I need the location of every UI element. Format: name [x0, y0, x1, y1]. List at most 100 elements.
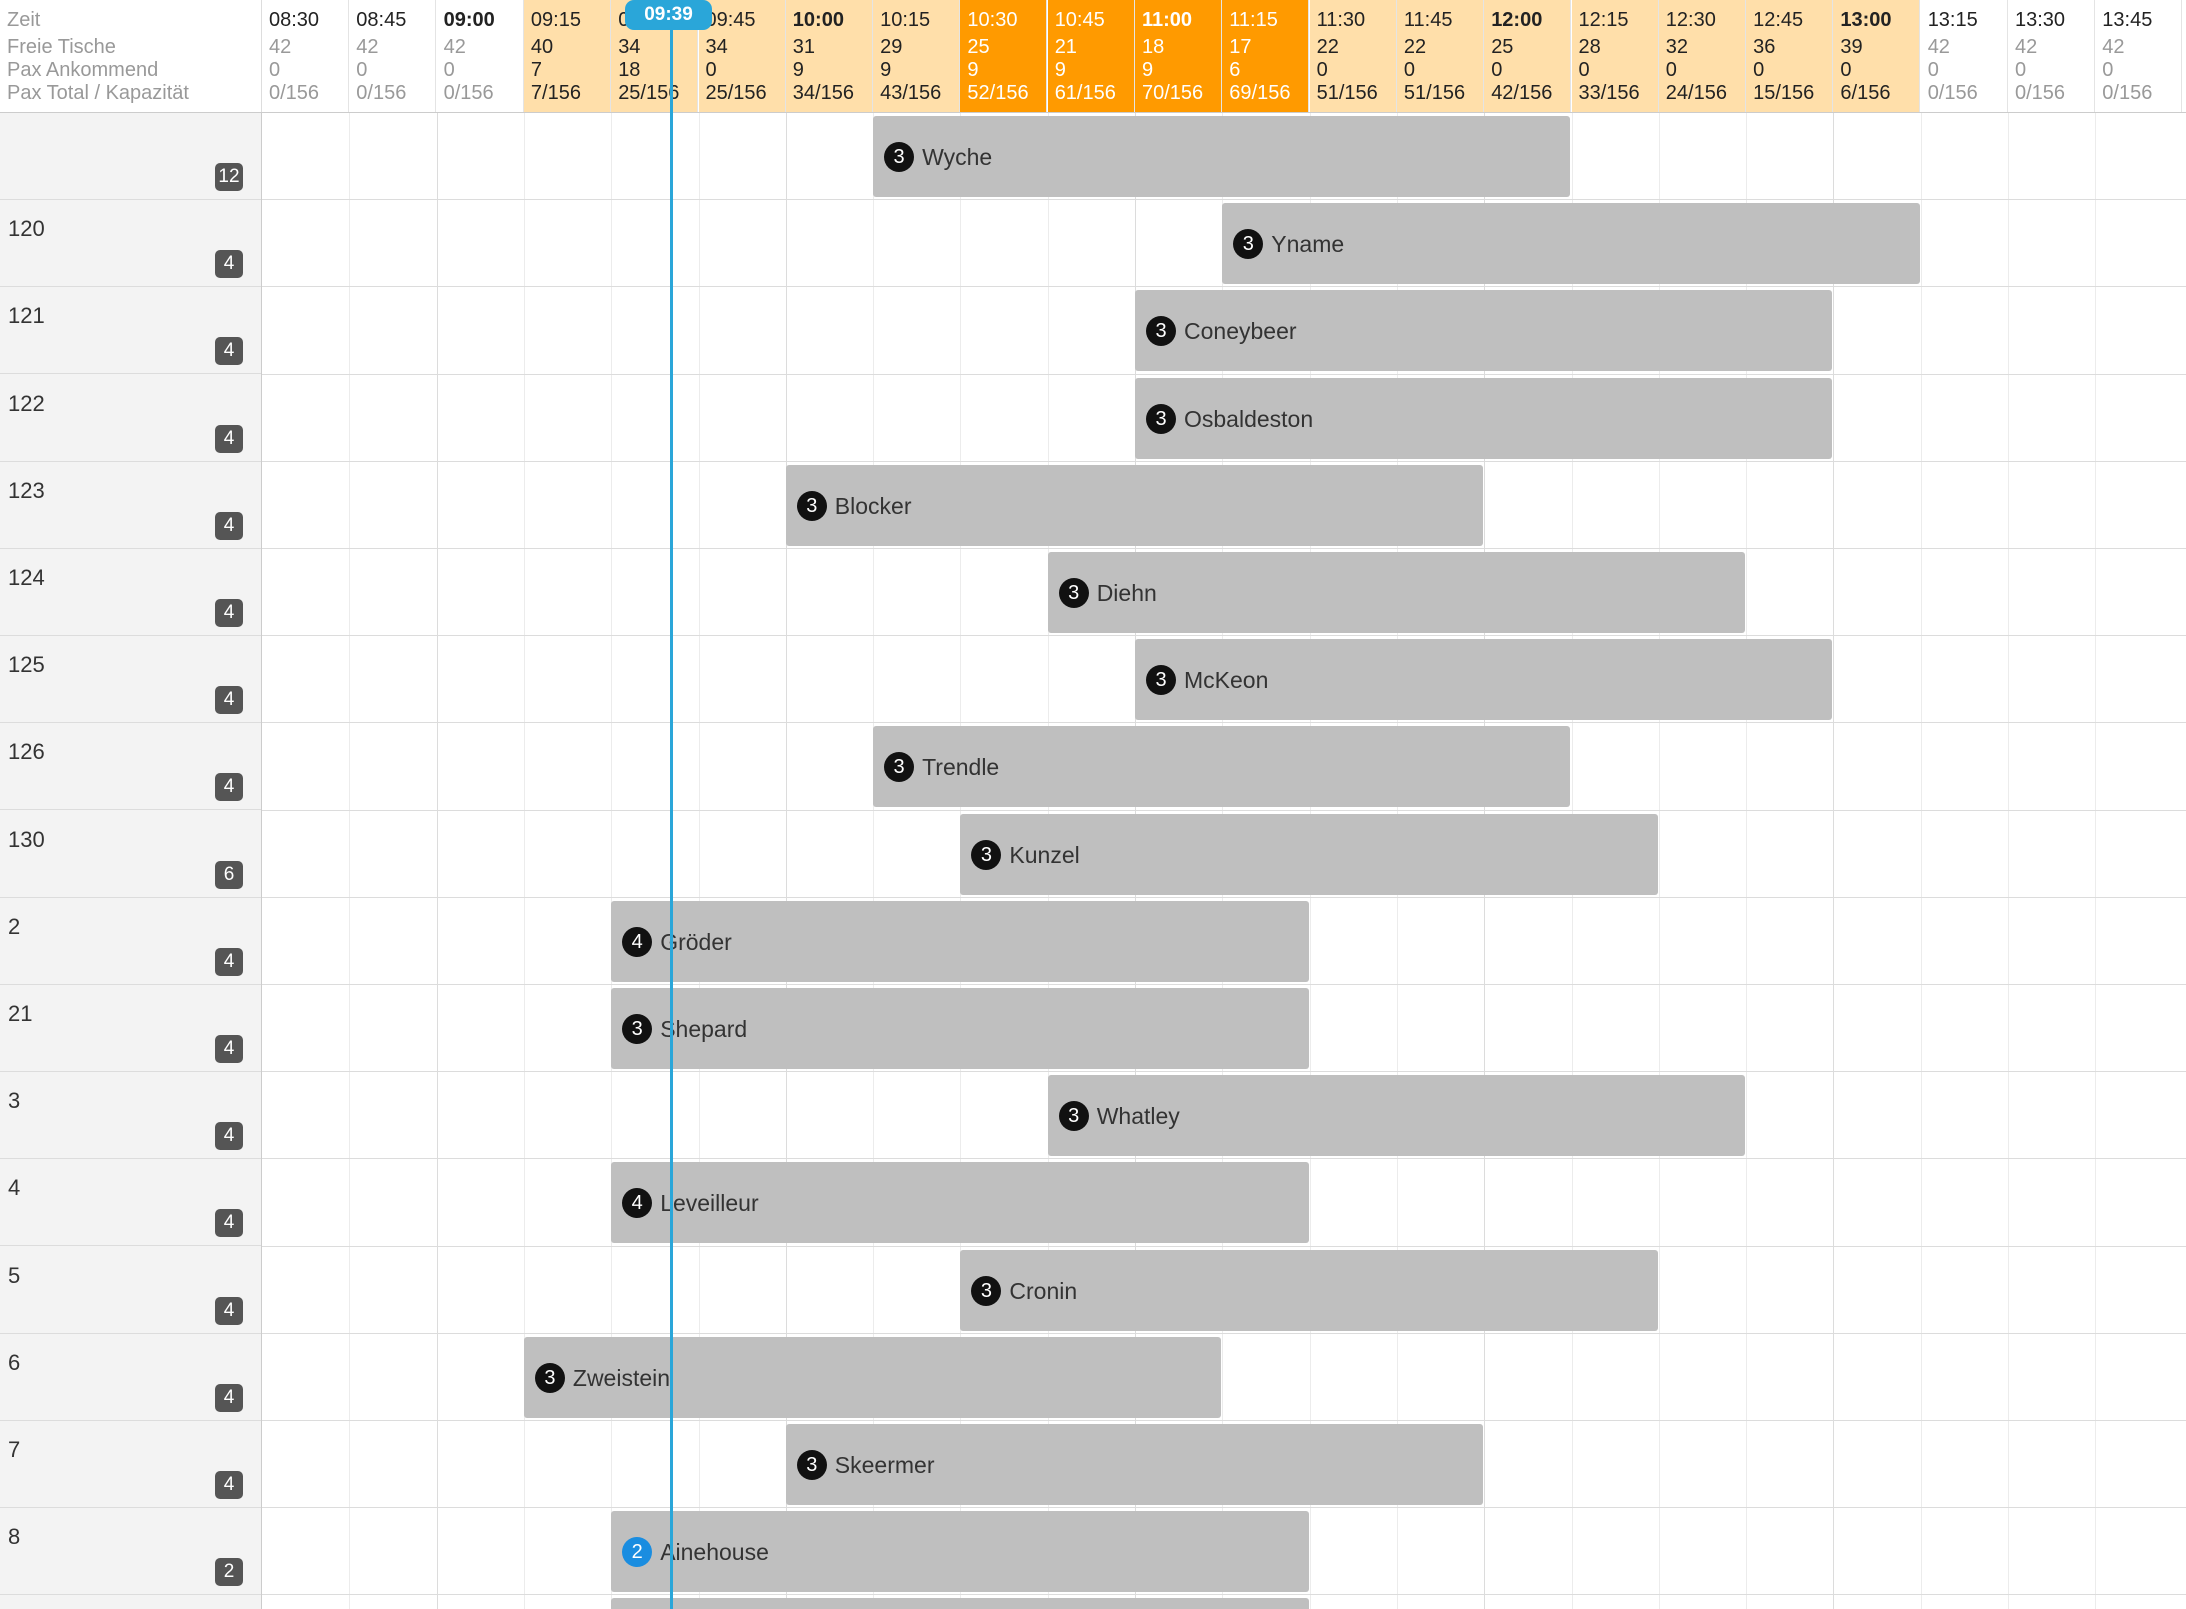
table-row[interactable]: 122 4 — [0, 375, 261, 462]
slot-arriving: 0 — [1840, 59, 1852, 81]
grid-row-line — [262, 548, 2186, 549]
slot-time: 09:15 — [530, 9, 581, 31]
time-slot-1115: 11:15 17 6 69/156 — [1222, 0, 1310, 112]
guest-count-badge: 3 — [1146, 316, 1176, 347]
guest-name: Shepard — [660, 1016, 748, 1042]
table-row[interactable]: 21 4 — [0, 985, 261, 1072]
slot-free: 42 — [2015, 36, 2038, 58]
table-list: 12 120 4 121 4 122 4 123 4 124 4 125 4 126 4 130 6 2 4 21 4 3… — [0, 113, 262, 1609]
reservation-block[interactable]: 4 Gröder — [611, 900, 1309, 982]
table-number: 6 — [8, 1349, 21, 1375]
guest-count-badge: 3 — [796, 490, 827, 521]
table-capacity-badge: 4 — [215, 947, 243, 976]
grid-column-line — [2008, 113, 2009, 1609]
guest-count-badge: 4 — [622, 1188, 653, 1219]
slot-free: 21 — [1054, 36, 1077, 58]
table-number: 4 — [8, 1175, 21, 1201]
table-number: 124 — [8, 565, 45, 590]
table-capacity-badge: 4 — [215, 1296, 243, 1325]
reservation-block[interactable]: 3 Wyche — [873, 116, 1571, 197]
table-row[interactable]: 126 4 — [0, 723, 261, 811]
reservation-block[interactable] — [611, 1598, 1309, 1609]
guest-count-badge: 3 — [1058, 1101, 1089, 1132]
slot-total: 42/156 — [1491, 82, 1553, 104]
table-row[interactable]: 9 — [0, 1595, 261, 1609]
reservation-block[interactable]: 3 Shepard — [611, 988, 1309, 1069]
grid-column-line — [2095, 113, 2097, 1609]
grid-column-line — [436, 113, 438, 1609]
grid-column-line — [1746, 113, 1748, 1609]
guest-name: McKeon — [1184, 667, 1269, 694]
reservation-block[interactable]: 3 McKeon — [1135, 639, 1833, 721]
guest-name: Leveilleur — [660, 1190, 759, 1217]
table-row[interactable]: 121 4 — [0, 287, 261, 375]
table-row[interactable]: 124 4 — [0, 549, 261, 636]
slot-time: 12:15 — [1578, 9, 1629, 31]
table-number: 5 — [8, 1262, 21, 1288]
grid-row-line — [262, 1245, 2186, 1247]
guest-count-badge: 3 — [971, 1275, 1002, 1306]
reservation-block[interactable]: 3 Blocker — [785, 464, 1484, 546]
slot-time: 11:15 — [1229, 9, 1278, 31]
reservation-block[interactable]: 2 Ainehouse — [611, 1511, 1309, 1593]
guest-count-badge: 2 — [622, 1537, 653, 1568]
slot-arriving: 0 — [1665, 59, 1677, 81]
grid-row-line — [262, 373, 2186, 375]
slot-arriving: 6 — [1229, 59, 1241, 81]
time-slot-1315: 13:15 42 0 0/156 — [1921, 0, 2008, 112]
slot-time: 10:00 — [792, 9, 844, 31]
reservation-block[interactable]: 3 Trendle — [873, 726, 1571, 808]
reservation-block[interactable]: 3 Osbaldeston — [1135, 377, 1833, 459]
slot-arriving: 9 — [967, 59, 979, 81]
slot-free: 42 — [1927, 36, 1950, 58]
reservation-block[interactable]: 3 Yname — [1222, 203, 1920, 285]
slot-time: 12:30 — [1665, 9, 1716, 31]
reservation-block[interactable]: 3 Coneybeer — [1135, 290, 1833, 372]
reservation-block[interactable]: 3 Cronin — [960, 1249, 1658, 1331]
slot-free: 42 — [2102, 36, 2125, 58]
table-row[interactable]: 120 4 — [0, 200, 261, 288]
table-capacity-badge: 4 — [215, 1035, 243, 1063]
grid-row-line — [262, 1594, 2186, 1596]
table-row[interactable]: 12 — [0, 113, 261, 200]
guest-name: Kunzel — [1009, 841, 1080, 868]
grid-column-line — [611, 113, 613, 1609]
guest-count-badge: 3 — [884, 752, 915, 783]
table-row[interactable]: 123 4 — [0, 462, 261, 549]
time-slot-1145: 11:45 22 0 51/156 — [1396, 0, 1484, 112]
slot-arriving: 0 — [1491, 59, 1503, 81]
guest-count-badge: 3 — [884, 142, 915, 172]
table-row[interactable]: 130 6 — [0, 811, 261, 898]
slot-free: 32 — [1665, 36, 1689, 58]
reservation-block[interactable]: 3 Skeermer — [785, 1424, 1484, 1505]
reservation-block[interactable]: 4 Leveilleur — [611, 1162, 1309, 1244]
guest-count-badge: 4 — [622, 926, 653, 957]
table-number: 122 — [8, 390, 45, 416]
reservation-block[interactable]: 3 Kunzel — [960, 813, 1658, 895]
grid-row-line — [262, 460, 2186, 462]
time-slot-1130: 11:30 22 0 51/156 — [1309, 0, 1397, 112]
table-capacity-badge: 4 — [215, 424, 243, 453]
table-row[interactable]: 125 4 — [0, 636, 261, 724]
grid-column-line — [1920, 113, 1922, 1609]
reservation-block[interactable]: 3 Zweistein — [523, 1336, 1222, 1418]
legend-arriving-label: Pax Ankommend — [7, 59, 159, 81]
reservation-block[interactable]: 3 Diehn — [1047, 552, 1746, 633]
booking-grid[interactable]: 3 Wyche 3 Yname 3 Coneybeer 3 Osbaldeston 3 Block… — [262, 113, 2186, 1609]
slot-free: 36 — [1753, 36, 1776, 58]
table-capacity-badge: 4 — [215, 1383, 243, 1412]
table-capacity-badge: 4 — [215, 686, 243, 715]
slot-free: 17 — [1229, 36, 1252, 58]
reservation-block[interactable]: 3 Whatley — [1047, 1075, 1746, 1157]
grid-column-line — [785, 113, 787, 1609]
grid-row-line — [262, 1332, 2186, 1334]
slot-time: 12:45 — [1753, 9, 1804, 31]
